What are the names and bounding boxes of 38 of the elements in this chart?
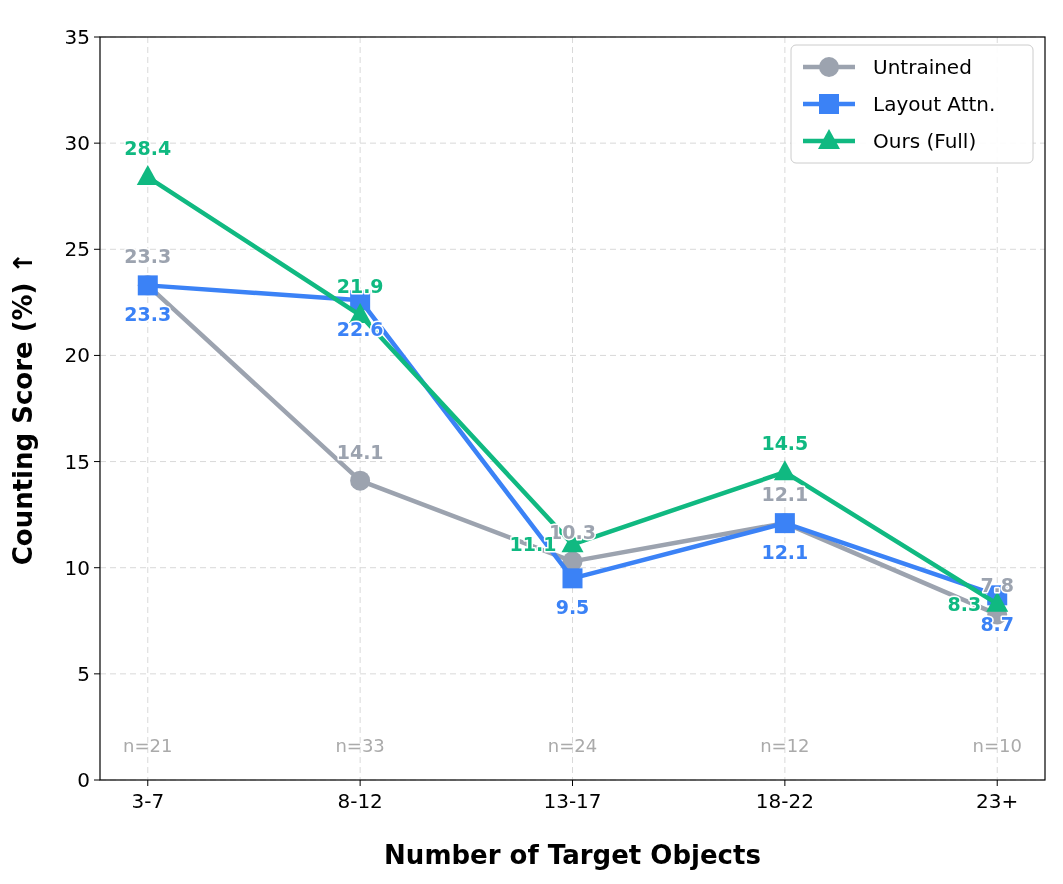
y-tick-label: 0 bbox=[77, 768, 90, 792]
x-tick-label: 3-7 bbox=[131, 789, 165, 813]
y-tick-label: 30 bbox=[64, 131, 90, 156]
x-tick-label: 18-22 bbox=[755, 789, 814, 813]
point bbox=[350, 470, 371, 491]
legend-label: Untrained bbox=[873, 55, 972, 79]
data-label: 14.1 bbox=[336, 440, 384, 463]
data-label: 23.3 bbox=[124, 245, 172, 268]
y-tick-label: 5 bbox=[77, 661, 90, 686]
legend-label: Layout Attn. bbox=[873, 92, 996, 116]
point bbox=[773, 460, 796, 481]
y-tick-label: 15 bbox=[64, 449, 90, 474]
x-tick-label: 8-12 bbox=[337, 789, 383, 813]
data-label: 8.3 bbox=[947, 592, 982, 615]
y-tick-label: 35 bbox=[64, 25, 90, 49]
y-tick-label: 25 bbox=[64, 237, 90, 262]
point bbox=[562, 568, 583, 589]
x-tick-label: 23+ bbox=[976, 789, 1019, 813]
x-tick-label: 13-17 bbox=[543, 789, 602, 813]
data-label: 12.1 bbox=[761, 483, 809, 506]
y-tick-label: 10 bbox=[64, 555, 90, 580]
x-axis-title: Number of Target Objects bbox=[384, 840, 761, 870]
y-axis-title: Counting Score (%) ↑ bbox=[8, 251, 38, 566]
point bbox=[136, 165, 159, 186]
annotation: n=33 bbox=[335, 735, 385, 757]
data-label: 9.5 bbox=[555, 596, 590, 619]
data-label: 8.7 bbox=[980, 613, 1015, 636]
data-label: 12.1 bbox=[761, 541, 809, 564]
legend-label: Ours (Full) bbox=[873, 129, 977, 153]
data-label: 14.5 bbox=[761, 432, 809, 455]
annotation: n=10 bbox=[972, 735, 1022, 757]
annotation: n=21 bbox=[123, 735, 173, 757]
annotation: n=24 bbox=[547, 735, 598, 757]
annotation: n=12 bbox=[760, 735, 810, 757]
y-tick-label: 20 bbox=[64, 343, 90, 368]
data-label: 23.3 bbox=[124, 303, 172, 326]
data-label: 28.4 bbox=[124, 137, 172, 160]
data-label: 21.9 bbox=[336, 275, 384, 298]
